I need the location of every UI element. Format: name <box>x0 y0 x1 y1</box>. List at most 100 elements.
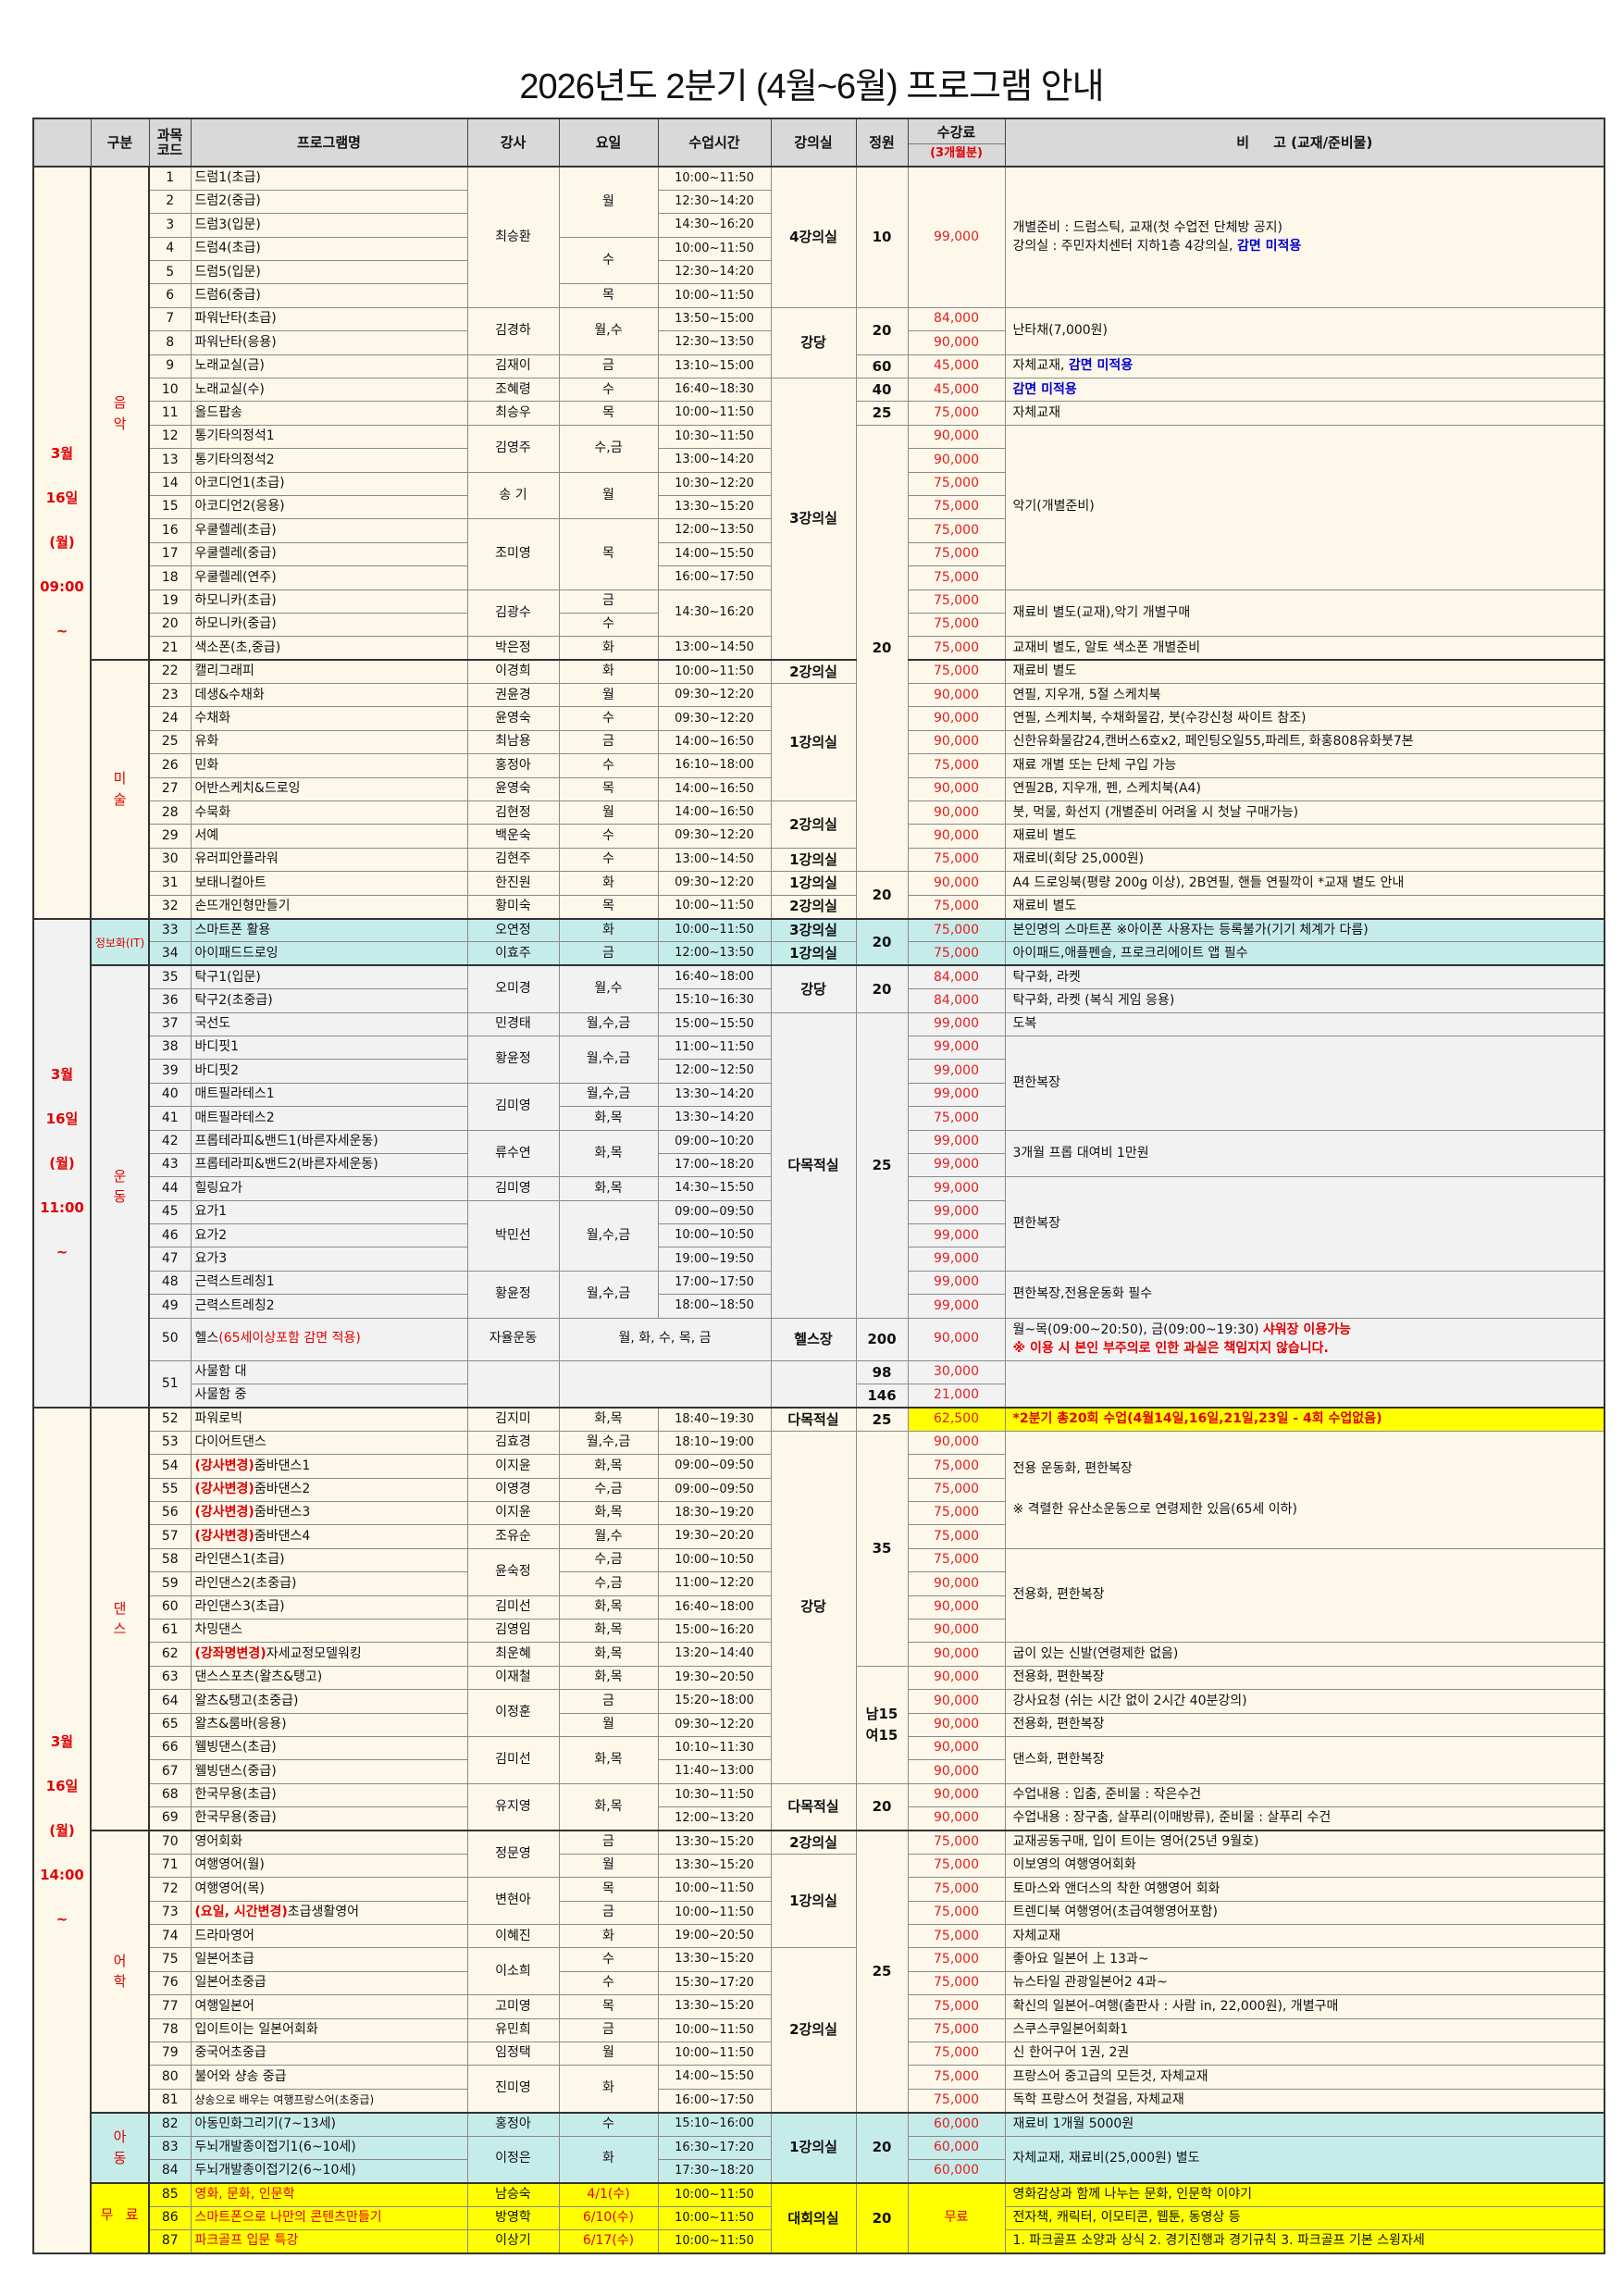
fee: 75,000 <box>934 1880 979 1896</box>
program-name-cell: 유러피안플라워 <box>190 847 468 873</box>
program-name-cell: 아코디언2(응용) <box>190 494 468 520</box>
instructor-cell: 김광수 <box>466 589 560 638</box>
course-code-cell: 67 <box>148 1759 192 1784</box>
remarks: 샤워장 이용가능 <box>1262 1322 1351 1337</box>
course-code: 40 <box>161 1086 179 1102</box>
fee: 99,000 <box>934 1039 979 1055</box>
class-day-cell: 수 <box>558 612 659 638</box>
fee-cell: 90,000 <box>907 1571 1006 1596</box>
remarks-cell: 수업내용 : 입춤, 준비물 : 작은수건 <box>1004 1782 1605 1808</box>
class-time-cell: 16:40~18:00 <box>657 964 772 990</box>
capacity: 25 <box>872 1963 892 1980</box>
class-day: 화,목 <box>594 1180 623 1196</box>
program-name-cell: 우쿨렐레(중급) <box>190 541 468 567</box>
period-line: 09:00 <box>40 578 84 596</box>
remarks-cell: 토마스와 앤더스의 착한 여행영어 회화 <box>1004 1877 1605 1902</box>
class-day: 월 <box>602 487 614 503</box>
course-code-cell: 49 <box>148 1294 192 1319</box>
program-name-cell: 영어회화 <box>190 1829 468 1855</box>
course-code-cell: 27 <box>148 776 192 802</box>
class-day-cell: 화,목 <box>558 1129 659 1178</box>
class-day-cell: 화,목 <box>558 1176 659 1201</box>
capacity-cell: 20 <box>855 306 909 355</box>
program-name-cell: 드럼3(입문) <box>190 213 468 238</box>
class-time-cell: 09:00~10:20 <box>657 1129 772 1154</box>
instructor: 이정훈 <box>495 1705 531 1720</box>
class-time-cell: 17:30~18:20 <box>657 2158 772 2184</box>
class-time: 18:00~18:50 <box>675 1298 754 1313</box>
fee: 75,000 <box>934 945 979 961</box>
instructor-cell: 김미선 <box>466 1735 560 1784</box>
program-name-cell: 드럼1(초급) <box>190 166 468 191</box>
class-time-cell: 13:50~15:00 <box>657 306 772 332</box>
instructor-cell: 조미영 <box>466 518 560 590</box>
class-time-cell: 10:30~11:50 <box>657 424 772 450</box>
classroom-cell: 1강의실 <box>770 941 857 966</box>
program-name: 왈츠&룸바(응용) <box>194 1717 287 1731</box>
classroom-cell: 2강의실 <box>770 1947 857 2114</box>
fee: 75,000 <box>934 1857 979 1873</box>
course-code-cell: 43 <box>148 1152 192 1178</box>
class-day: 화 <box>602 664 614 679</box>
course-code: 84 <box>161 2163 179 2178</box>
fee: 90,000 <box>934 1575 979 1591</box>
program-name-cell: 왈츠&탱고(초중급) <box>190 1689 468 1714</box>
class-time-cell: 11:40~13:00 <box>657 1759 772 1784</box>
program-name-cell: 프롭테라피&밴드2(바른자세운동) <box>190 1152 468 1178</box>
period-line: 11:00 <box>40 1198 84 1216</box>
instructor-cell: 조유순 <box>466 1524 560 1549</box>
remarks-cell: 교재공동구매, 입이 트이는 영어(25년 9월호) <box>1004 1829 1605 1855</box>
remarks-cell: 재료 개별 또는 단체 구입 가능 <box>1004 753 1605 778</box>
fee-cell: 75,000 <box>907 1970 1006 1996</box>
header-period <box>32 118 92 168</box>
fee: 75,000 <box>934 616 979 632</box>
course-code-cell: 60 <box>148 1595 192 1620</box>
fee: 75,000 <box>934 898 979 913</box>
table-row: 50 헬스(65세이상포함 감면 적용) 자율운동 월, 화, 수, 목, 금 헬스장 2… <box>33 1317 1605 1361</box>
class-day-cell: 월, 화, 수, 목, 금 <box>558 1317 772 1361</box>
fee: 75,000 <box>934 1998 979 2014</box>
instructor-cell: 김현정 <box>466 800 560 825</box>
class-time-cell: 14:30~16:20 <box>657 213 772 238</box>
fee: 75,000 <box>934 851 979 867</box>
course-code-cell: 83 <box>148 2135 192 2160</box>
class-day-cell: 화,목 <box>558 1618 659 1644</box>
classroom-cell: 다목적실 <box>770 1406 857 1432</box>
class-day-cell: 화 <box>558 871 659 896</box>
classroom-cell: 2강의실 <box>770 1829 857 1855</box>
class-time: 10:30~11:50 <box>675 428 754 443</box>
class-day-cell <box>558 1359 772 1409</box>
fee: 75,000 <box>934 922 979 937</box>
course-code: 26 <box>161 757 179 773</box>
class-day: 6/17(수) <box>582 2233 635 2249</box>
period-line: 16일 <box>45 490 79 507</box>
fee-cell: 99,000 <box>907 1223 1006 1248</box>
course-code-cell: 70 <box>148 1829 192 1855</box>
period-line: (월) <box>49 1154 75 1172</box>
program-name-cell: 중국어초중급 <box>190 2041 468 2066</box>
capacity: 20 <box>872 886 892 903</box>
period-line: 16일 <box>45 1777 79 1794</box>
class-day-cell: 목 <box>558 1877 659 1902</box>
program-name: 아이패드드로잉 <box>194 945 279 961</box>
program-name: 파워난타(응용) <box>194 334 277 350</box>
instructor: 이소희 <box>495 1963 531 1979</box>
capacity-cell: 20 <box>855 424 909 873</box>
table-row: 53 다이어트댄스 김효경 월,수,금 18:10~19:00 강당 35 90,000 전용 … <box>33 1430 1605 1784</box>
class-time: 14:00~15:50 <box>675 2069 754 2084</box>
program-name: 영어회화 <box>194 1834 243 1850</box>
fee: 90,000 <box>934 710 979 726</box>
course-code-cell: 77 <box>148 1994 192 2019</box>
class-day: 화,목 <box>594 1145 623 1160</box>
table-row: 37 국선도 민경태 월,수,금 15:00~15:50 다목적실 25 99,000 도복 <box>33 1011 1605 1319</box>
remarks: 재료비 1개월 5000원 <box>1012 2116 1134 2131</box>
table-row: 58 라인댄스1(초급) 윤숙정 수,금 10:00~10:50 75,000 전용화, 편… <box>33 1547 1605 1644</box>
instructor: 윤영숙 <box>495 710 531 726</box>
table-row: 75 일본어초급 이소희 수 13:30~15:20 2강의실 75,000 좋아요 일본어 … <box>33 1947 1605 2114</box>
class-time-cell: 10:00~11:50 <box>657 2017 772 2042</box>
course-code-cell: 87 <box>148 2229 192 2254</box>
remarks-cell: 굽이 있는 신발(연령제한 없음) <box>1004 1642 1605 1667</box>
program-name: 프롭테라피&밴드1(바른자세운동) <box>194 1134 378 1149</box>
program-name: 바디핏2 <box>194 1062 240 1078</box>
instructor: 유지영 <box>495 1798 531 1814</box>
